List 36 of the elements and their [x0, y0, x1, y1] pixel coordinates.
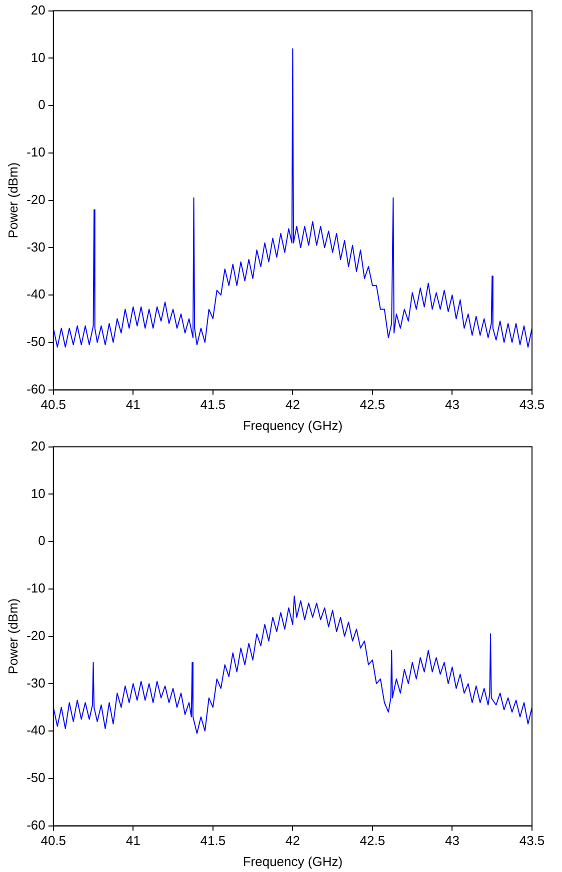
y-tick-label: -30 — [26, 239, 46, 254]
x-tick-label: 43 — [444, 833, 460, 848]
y-tick-label: -40 — [26, 722, 46, 738]
x-tick-label: 41 — [126, 833, 140, 848]
x-tick-label: 40.5 — [40, 397, 66, 412]
y-tick-label: -10 — [26, 144, 46, 160]
x-axis-title: Frequency (GHz) — [242, 418, 343, 433]
y-tick-label: -60 — [26, 817, 46, 832]
x-tick-label: 41.5 — [200, 397, 226, 412]
y-tick-label: 10 — [30, 50, 46, 65]
y-tick-label: -20 — [26, 192, 46, 207]
y-tick-label: -20 — [26, 628, 46, 643]
x-tick-label: 43.5 — [519, 397, 545, 412]
y-tick-label: 20 — [30, 438, 46, 454]
x-tick-label: 42 — [285, 833, 300, 848]
y-tick-label: -30 — [26, 675, 46, 690]
y-tick-label: -60 — [26, 381, 46, 396]
y-tick-label: 0 — [38, 533, 46, 548]
y-tick-label: 0 — [38, 97, 46, 112]
y-tick-label: 20 — [30, 2, 46, 18]
y-axis-title: Power (dBm) — [5, 162, 20, 238]
y-tick-label: -50 — [26, 334, 46, 350]
y-tick-label: -10 — [26, 580, 46, 596]
y-tick-label: 10 — [30, 486, 46, 501]
x-tick-label: 41.5 — [200, 833, 226, 848]
y-tick-label: -50 — [26, 770, 46, 786]
x-tick-label: 42.5 — [360, 397, 386, 412]
x-tick-label: 41 — [126, 397, 140, 412]
x-tick-label: 42.5 — [360, 833, 386, 848]
x-tick-label: 43 — [444, 397, 460, 412]
x-tick-label: 40.5 — [40, 833, 66, 848]
x-tick-label: 42 — [285, 397, 300, 412]
x-axis-title: Frequency (GHz) — [242, 854, 343, 869]
y-axis-title: Power (dBm) — [5, 598, 20, 674]
y-tick-label: -40 — [26, 286, 46, 302]
x-tick-label: 43.5 — [519, 833, 545, 848]
